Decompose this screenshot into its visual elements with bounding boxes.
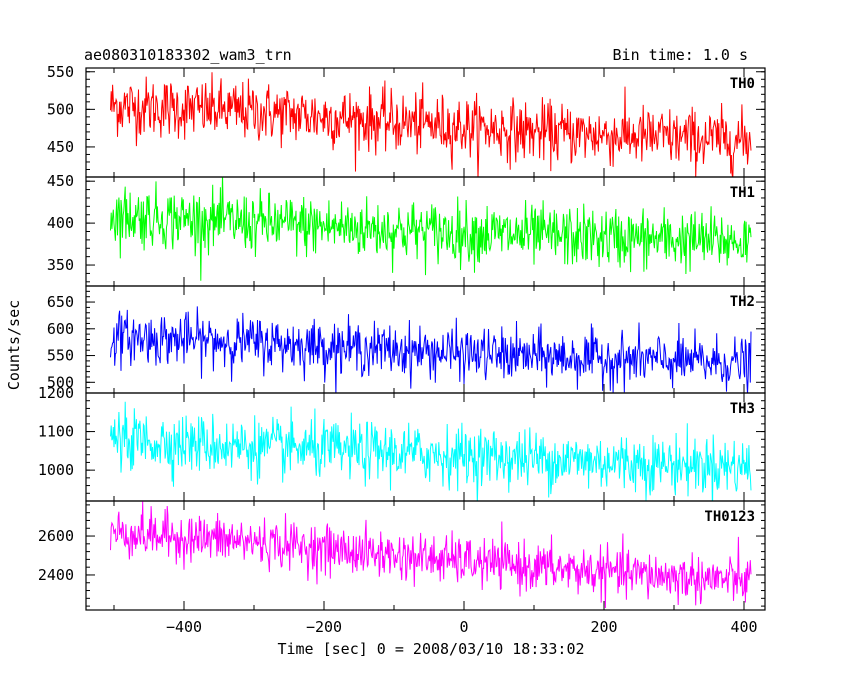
y-tick-label: 550 — [47, 347, 74, 365]
panel-label-th1: TH1 — [730, 185, 755, 201]
y-tick-label: 600 — [47, 320, 74, 338]
series-line-th2 — [110, 306, 752, 393]
y-tick-label: 1000 — [38, 461, 74, 479]
panel-th0123: 2400 2600 TH0123 — [38, 500, 766, 611]
series-line-th3 — [110, 401, 752, 501]
panel-frame — [85, 500, 766, 611]
y-tick-label: 350 — [47, 256, 74, 274]
y-tick-label: 2600 — [38, 527, 74, 545]
panels-layer: 450 500 550 TH0 350 400 450 TH1 500 550 600 650 TH2 1… — [38, 63, 766, 611]
x-tick-label: 0 — [459, 618, 468, 636]
panel-th1: 350 400 450 TH1 — [47, 172, 766, 287]
series-line-th0123 — [110, 501, 752, 609]
y-tick-label: 2400 — [38, 566, 74, 584]
panel-label-th0: TH0 — [730, 76, 755, 92]
x-axis: −400 −200 0 200 400 — [166, 618, 758, 636]
panel-label-th0123: TH0123 — [704, 509, 755, 525]
y-axis-title: Counts/sec — [5, 300, 23, 390]
y-tick-label: 1100 — [38, 423, 74, 441]
x-tick-label: 400 — [730, 618, 757, 636]
panel-th0: 450 500 550 TH0 — [47, 63, 766, 178]
y-tick-label: 450 — [47, 138, 74, 156]
y-tick-label: 500 — [47, 100, 74, 118]
panel-th2: 500 550 600 650 TH2 — [47, 285, 766, 394]
x-tick-label: −200 — [306, 618, 342, 636]
chart-title: ae080310183302_wam3_trn — [84, 46, 292, 64]
y-tick-label: 450 — [47, 172, 74, 190]
y-tick-label: 1200 — [38, 384, 74, 402]
x-axis-title: Time [sec] 0 = 2008/03/10 18:33:02 — [277, 640, 584, 658]
y-tick-label: 500 — [47, 373, 74, 391]
panel-th3: 1000 1100 1200 TH3 — [38, 384, 766, 502]
series-line-th1 — [110, 177, 752, 281]
y-tick-label: 550 — [47, 63, 74, 81]
panel-label-th2: TH2 — [730, 294, 755, 310]
y-tick-label: 400 — [47, 214, 74, 232]
y-tick-label: 650 — [47, 293, 74, 311]
x-tick-label: −400 — [166, 618, 202, 636]
bin-time-label: Bin time: 1.0 s — [613, 46, 748, 64]
panel-label-th3: TH3 — [730, 401, 755, 417]
series-line-th0 — [110, 72, 752, 177]
x-tick-label: 200 — [590, 618, 617, 636]
